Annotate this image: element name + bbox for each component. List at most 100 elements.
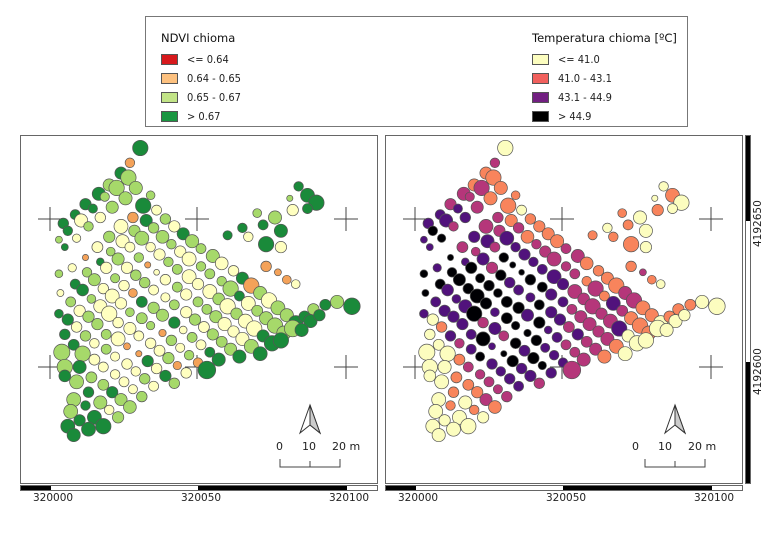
legend-swatch <box>161 54 178 65</box>
tree-symbol <box>673 194 690 211</box>
tree-symbol <box>188 313 202 326</box>
scale-bar <box>644 459 706 468</box>
tree-symbol <box>430 296 442 308</box>
tree-symbol <box>486 358 498 370</box>
tree-symbol <box>67 263 77 273</box>
tree-symbol <box>82 386 95 398</box>
tree-symbol <box>174 245 187 258</box>
tree-symbol <box>159 369 172 382</box>
x-bar-segment <box>563 486 712 490</box>
tree-symbol <box>133 252 144 263</box>
x-bar-segment <box>21 486 51 490</box>
tree-symbol <box>124 157 136 168</box>
tree-symbol <box>110 351 121 362</box>
legend-swatch <box>161 73 178 84</box>
grid-cross-icon <box>699 355 723 379</box>
tree-symbol <box>237 222 248 234</box>
tree-symbol <box>123 322 137 335</box>
tree-symbol <box>274 268 282 277</box>
tree-symbol <box>695 294 710 309</box>
tree-symbol <box>550 234 565 249</box>
tree-symbol <box>100 343 112 355</box>
tree-symbol <box>451 294 462 304</box>
tree-symbol <box>145 190 156 201</box>
tree-symbol <box>195 261 207 272</box>
tree-symbol <box>87 273 101 287</box>
legend-swatch <box>532 73 549 84</box>
tree-symbol <box>198 321 210 333</box>
tree-symbol <box>659 323 674 337</box>
tree-symbol <box>273 223 288 238</box>
scale-label: 20 m <box>332 440 361 453</box>
tree-symbol <box>623 236 640 253</box>
tree-symbol <box>205 249 220 263</box>
tree-symbol <box>438 414 451 427</box>
tree-symbol <box>489 241 501 253</box>
tree-symbol <box>101 305 118 322</box>
tree-symbol <box>286 194 294 202</box>
tree-symbol <box>148 380 159 392</box>
tree-symbol <box>488 400 502 414</box>
tree-symbol <box>493 180 508 195</box>
tree-symbol <box>209 310 223 324</box>
tree-symbol <box>470 200 484 214</box>
tree-symbol <box>183 350 195 361</box>
north-arrow-shade <box>309 404 322 435</box>
tree-symbol <box>485 261 499 274</box>
tree-symbol <box>252 346 268 362</box>
tree-symbol <box>120 261 134 274</box>
tree-symbol <box>625 260 637 273</box>
tree-symbol <box>537 360 547 371</box>
tree-symbol <box>181 251 197 267</box>
legend-label: > 44.9 <box>558 110 592 123</box>
tree-symbol <box>93 395 108 410</box>
tree-symbol <box>495 366 506 377</box>
tree-symbol <box>452 203 463 214</box>
x-tick-label: 320100 <box>694 492 735 504</box>
tree-symbol <box>471 386 484 399</box>
tree-symbol <box>151 204 162 216</box>
tree-symbol <box>252 208 262 218</box>
tree-symbol <box>175 342 186 353</box>
tree-symbol <box>120 169 137 186</box>
tree-symbol <box>97 378 110 391</box>
tree-symbol <box>651 194 659 202</box>
tree-symbol <box>447 310 460 323</box>
tree-symbol <box>114 297 128 310</box>
tree-symbol <box>109 369 121 380</box>
tree-symbol <box>97 361 109 373</box>
tree-symbol <box>419 269 429 279</box>
tree-symbol <box>100 261 113 274</box>
tree-symbol <box>504 373 516 385</box>
tree-symbol <box>506 355 519 368</box>
tree-symbol <box>563 321 575 333</box>
tree-symbol <box>123 342 131 351</box>
tree-symbol <box>139 373 151 385</box>
tree-symbol <box>162 352 175 365</box>
tree-symbol <box>72 233 82 243</box>
tree-symbol <box>227 325 240 338</box>
tree-symbol <box>168 316 181 329</box>
tree-symbol <box>566 303 578 315</box>
tree-symbol <box>513 284 524 296</box>
tree-symbol <box>125 307 135 317</box>
legend-label: 41.0 - 43.1 <box>558 72 612 85</box>
tree-symbol <box>599 290 610 302</box>
tree-symbol <box>515 362 528 375</box>
tree-symbol <box>343 297 361 315</box>
tree-symbol <box>70 321 83 333</box>
tree-symbol <box>97 282 109 295</box>
tree-symbol <box>135 350 143 358</box>
tree-symbol <box>147 222 160 234</box>
tree-symbol <box>128 288 138 298</box>
y-scale-bar <box>745 135 751 484</box>
tree-symbol <box>421 289 430 297</box>
tree-symbol <box>163 256 174 268</box>
tree-symbol <box>569 346 581 358</box>
tree-symbol <box>589 342 603 356</box>
tree-symbol <box>153 269 160 276</box>
tree-symbol <box>708 297 726 315</box>
tree-symbol <box>587 280 604 297</box>
legend-swatch <box>161 111 178 122</box>
